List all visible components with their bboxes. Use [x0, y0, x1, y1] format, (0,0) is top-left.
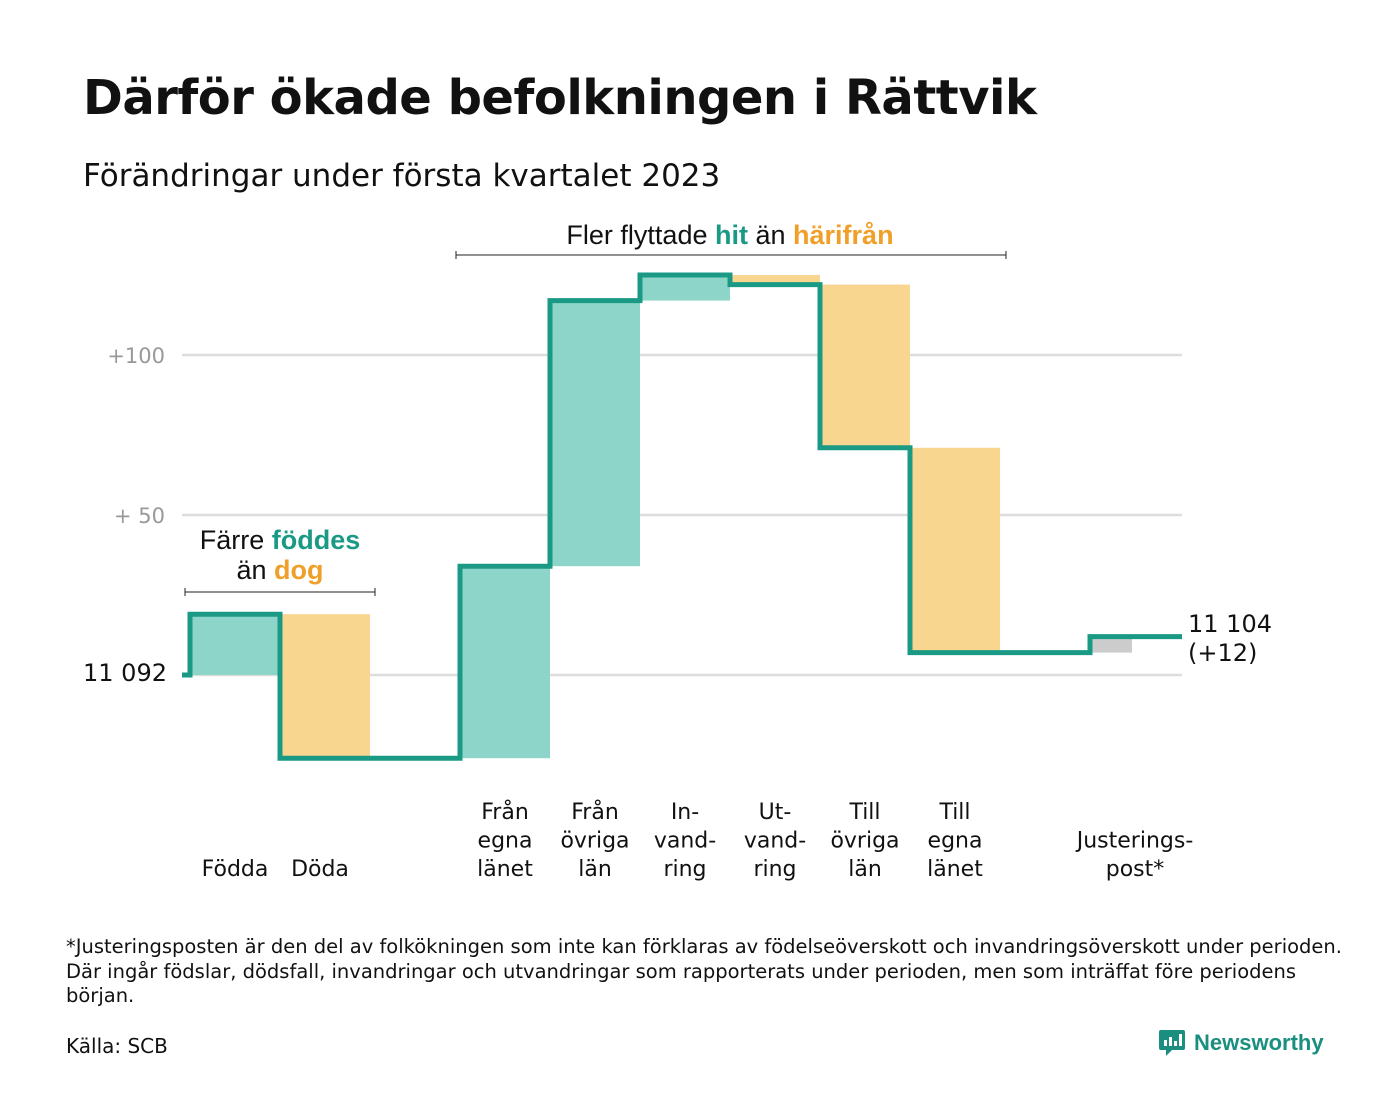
category-label: egna [928, 829, 983, 854]
bar [640, 275, 730, 301]
category-label: Till [938, 800, 970, 825]
brand-logo[interactable]: Newsworthy [1158, 1028, 1324, 1058]
category-label: Ut- [759, 800, 792, 825]
end-label-value: 11 104 [1188, 610, 1272, 638]
category-label: vand- [654, 829, 716, 854]
births-annotation: Färre föddes än dog [184, 525, 376, 596]
migration-annotation-text: Fler flyttade hit än härifrån [566, 220, 893, 250]
category-label: Födda [202, 857, 269, 882]
category-label: post* [1106, 857, 1165, 882]
births-annotation-line2: än dog [236, 555, 323, 585]
category-label: länet [927, 857, 983, 882]
y-tick-label: + 50 [114, 504, 165, 528]
migration-annotation: Fler flyttade hit än härifrån [455, 220, 1007, 259]
footnote: *Justeringsposten är den del av folkökni… [66, 935, 1342, 1008]
end-label-change: (+12) [1188, 639, 1257, 667]
category-label: vand- [744, 829, 806, 854]
running-total-line [182, 272, 1182, 761]
bar [910, 447, 1000, 653]
category-label: länet [477, 857, 533, 882]
category-label: egna [478, 829, 533, 854]
bar [190, 614, 280, 675]
waterfall-chart: + 50 +100 Födda Döda Från egna länet Från övrig… [83, 220, 1272, 882]
y-tick-labels: + 50 +100 [107, 344, 165, 528]
category-label: övriga [830, 829, 899, 854]
category-label: In- [671, 800, 699, 825]
category-label: län [848, 857, 882, 882]
category-label: ring [663, 857, 706, 882]
newsworthy-icon [1159, 1030, 1185, 1056]
category-label: Från [481, 799, 529, 825]
bar [550, 300, 640, 567]
category-label: övriga [560, 829, 629, 854]
category-label: Till [848, 800, 880, 825]
y-tick-label: +100 [107, 344, 165, 368]
births-annotation-line1: Färre föddes [200, 525, 361, 555]
bars [190, 275, 1132, 759]
bar [730, 275, 820, 285]
bar [820, 284, 910, 448]
chart-subtitle: Förändringar under första kvartalet 2023 [83, 158, 721, 194]
category-label: län [578, 857, 612, 882]
category-label: ring [753, 857, 796, 882]
category-label: Döda [291, 857, 349, 882]
brand-name: Newsworthy [1194, 1030, 1324, 1055]
category-label: Från [571, 799, 619, 825]
bar [280, 614, 370, 759]
bar [1090, 636, 1132, 653]
start-label: 11 092 [83, 659, 167, 687]
source: Källa: SCB [66, 1034, 168, 1058]
chart-title: Därför ökade befolkningen i Rättvik [83, 70, 1037, 126]
category-label: Justerings- [1075, 829, 1194, 854]
bar [460, 566, 550, 759]
category-labels: Födda Döda Från egna länet Från övriga län In-va… [202, 799, 1194, 882]
